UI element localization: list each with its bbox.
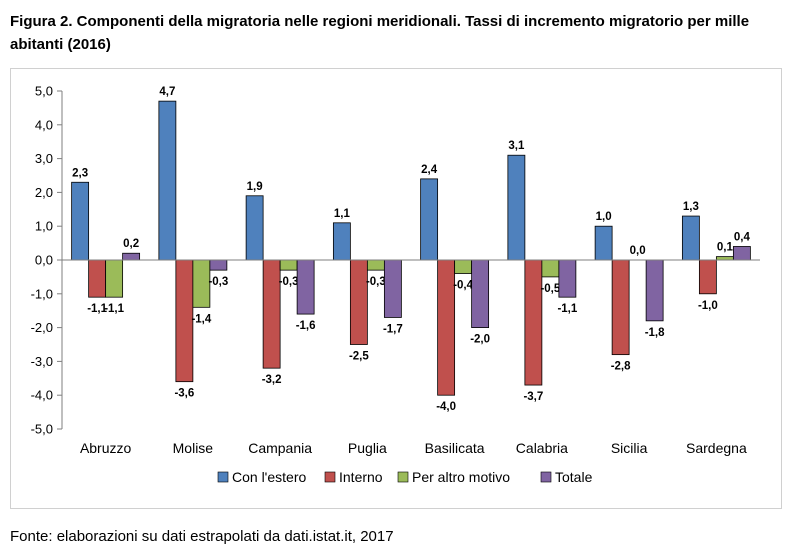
- bar: [209, 259, 228, 271]
- bar: [594, 225, 613, 261]
- data-label: 1,9: [247, 181, 263, 193]
- bar: [454, 259, 473, 274]
- y-tick-label: 1,0: [35, 219, 53, 234]
- data-label: 1,0: [596, 211, 612, 223]
- bar: [279, 259, 298, 271]
- data-label: -2,0: [470, 334, 490, 346]
- data-label: -0,3: [208, 276, 228, 288]
- category-label: Calabria: [516, 440, 568, 456]
- bar: [645, 259, 664, 322]
- bar: [524, 259, 543, 386]
- bar: [332, 222, 351, 261]
- legend-label: Con l'estero: [232, 469, 306, 485]
- bar: [715, 256, 734, 261]
- category-label: Sardegna: [686, 440, 747, 456]
- data-label: -0,3: [366, 276, 386, 288]
- data-label: 0,0: [630, 245, 646, 257]
- data-label: 0,4: [734, 231, 751, 243]
- y-tick-label: 0,0: [35, 253, 53, 268]
- data-label: -3,7: [523, 391, 543, 403]
- source-note: Fonte: elaborazioni su dati estrapolati …: [10, 528, 394, 545]
- bar: [611, 259, 630, 356]
- legend-swatch: [397, 471, 409, 483]
- data-label: 1,3: [683, 201, 699, 213]
- data-label: -2,5: [349, 351, 369, 363]
- legend-label: Interno: [339, 469, 383, 485]
- legend-swatch: [540, 471, 552, 483]
- data-label: -1,0: [698, 300, 718, 312]
- legend-swatch: [217, 471, 229, 483]
- chart-frame: [10, 68, 782, 509]
- category-label: Basilicata: [425, 440, 485, 456]
- data-label: -1,7: [383, 323, 403, 335]
- data-label: -1,6: [296, 320, 316, 332]
- bar: [71, 181, 90, 261]
- data-label: -0,5: [540, 283, 560, 295]
- bar: [88, 259, 107, 298]
- bar: [262, 259, 281, 369]
- data-label: -0,3: [279, 276, 299, 288]
- data-label: -3,6: [174, 388, 194, 400]
- legend-label: Totale: [555, 469, 593, 485]
- bar: [175, 259, 194, 383]
- bar: [122, 252, 141, 261]
- data-label: -1,4: [191, 313, 211, 325]
- data-label: -2,8: [611, 361, 631, 373]
- y-tick-label: 3,0: [35, 151, 53, 166]
- data-label: 3,1: [508, 140, 525, 152]
- data-label: 2,4: [421, 164, 438, 176]
- bar: [507, 154, 526, 261]
- legend-swatch: [324, 471, 336, 483]
- bar: [158, 100, 177, 261]
- y-tick-label: 2,0: [35, 185, 53, 200]
- bar: [437, 259, 456, 396]
- bar: [681, 215, 700, 261]
- y-tick-label: 4,0: [35, 117, 53, 132]
- data-label: 0,1: [717, 242, 734, 254]
- category-label: Abruzzo: [80, 440, 132, 456]
- category-label: Campania: [248, 440, 312, 456]
- bar: [471, 259, 490, 328]
- y-tick-label: -1,0: [31, 286, 53, 301]
- bar: [349, 259, 368, 345]
- figure-title: Figura 2. Componenti della migratoria ne…: [10, 13, 750, 53]
- y-tick-label: -5,0: [31, 422, 53, 437]
- category-label: Puglia: [348, 440, 387, 456]
- bar: [366, 259, 385, 271]
- data-label: 1,1: [334, 208, 351, 220]
- data-label: -4,0: [436, 401, 456, 413]
- category-label: Sicilia: [611, 440, 648, 456]
- data-label: -1,1: [557, 303, 577, 315]
- data-label: 4,7: [159, 86, 175, 98]
- category-label: Molise: [173, 440, 214, 456]
- data-label: 2,3: [72, 167, 88, 179]
- bar: [245, 195, 264, 261]
- bar: [541, 259, 560, 278]
- data-label: -1,1: [87, 303, 107, 315]
- bar: [558, 259, 577, 298]
- data-label: -3,2: [262, 374, 282, 386]
- legend-label: Per altro motivo: [412, 469, 510, 485]
- bar: [192, 259, 211, 308]
- y-tick-label: -4,0: [31, 388, 53, 403]
- bar: [698, 259, 717, 295]
- data-label: -1,8: [645, 327, 665, 339]
- bar: [420, 178, 439, 261]
- data-label: 0,2: [123, 238, 139, 250]
- y-tick-label: 5,0: [35, 84, 53, 99]
- bar: [296, 259, 315, 315]
- y-tick-label: -2,0: [31, 320, 53, 335]
- bar: [105, 259, 124, 298]
- data-label: -1,1: [104, 303, 124, 315]
- y-tick-label: -3,0: [31, 354, 53, 369]
- bar: [732, 246, 751, 261]
- bar: [383, 259, 402, 318]
- data-label: -0,4: [453, 280, 473, 292]
